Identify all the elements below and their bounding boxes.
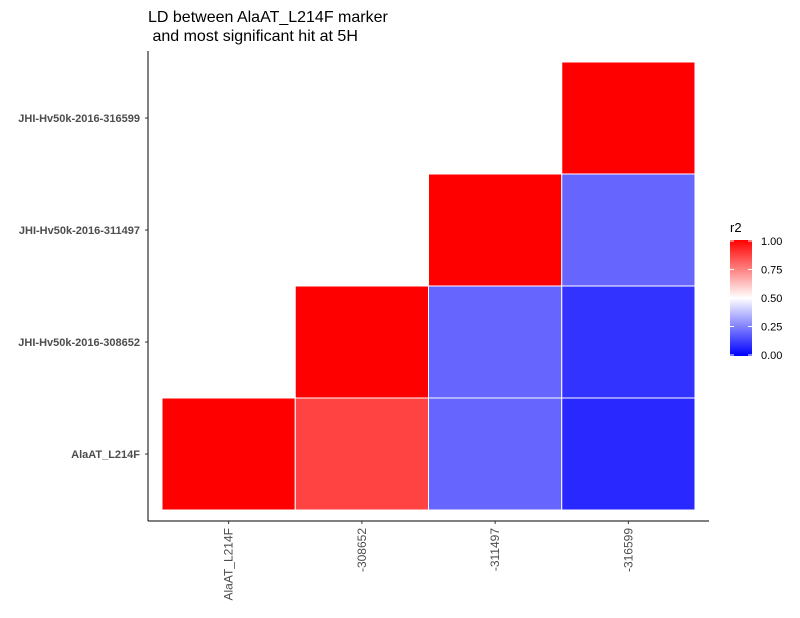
x-tick-label: AlaAT_L214F <box>222 528 236 601</box>
heatmap-cell <box>561 397 696 511</box>
y-tick-label: JHI-Hv50k-2016-316599 <box>18 113 140 125</box>
legend-title: r2 <box>730 220 742 235</box>
heatmap-cell <box>428 173 563 287</box>
legend-tick-label: 1.00 <box>761 236 782 248</box>
legend-colorbar <box>730 240 752 356</box>
legend-tick-label: 0.00 <box>761 350 782 362</box>
x-axis-ticks: AlaAT_L214F -308652 -311497 -316599 <box>222 521 635 601</box>
chart-title-line-2: and most significant hit at 5H <box>148 28 358 45</box>
heatmap-cell <box>428 397 563 511</box>
y-tick-label: AlaAT_L214F <box>71 449 140 461</box>
legend-tick-label: 0.25 <box>761 322 782 334</box>
legend-tick-label: 0.50 <box>761 293 782 305</box>
y-tick-label: JHI-Hv50k-2016-308652 <box>18 337 140 349</box>
heatmap-cell <box>294 397 429 511</box>
heatmap-cell <box>561 173 696 287</box>
chart-title-line-1: LD between AlaAT_L214F marker <box>148 9 389 26</box>
legend: r2 1.00 0.75 0.50 0.25 0.00 <box>730 220 782 362</box>
heatmap-cell <box>561 61 696 175</box>
y-tick-label: JHI-Hv50k-2016-311497 <box>19 225 140 237</box>
legend-tick-label: 0.75 <box>761 265 782 277</box>
heatmap-cell <box>428 285 563 399</box>
heatmap-cell <box>294 285 429 399</box>
x-tick-label: -311497 <box>488 528 502 571</box>
x-tick-label: -316599 <box>621 528 635 572</box>
heatmap-cell <box>161 397 296 511</box>
y-axis-ticks: AlaAT_L214F JHI-Hv50k-2016-308652 JHI-Hv50… <box>18 113 148 461</box>
heatmap-cells <box>161 61 696 511</box>
heatmap-cell <box>561 285 696 399</box>
x-tick-label: -308652 <box>355 528 369 572</box>
